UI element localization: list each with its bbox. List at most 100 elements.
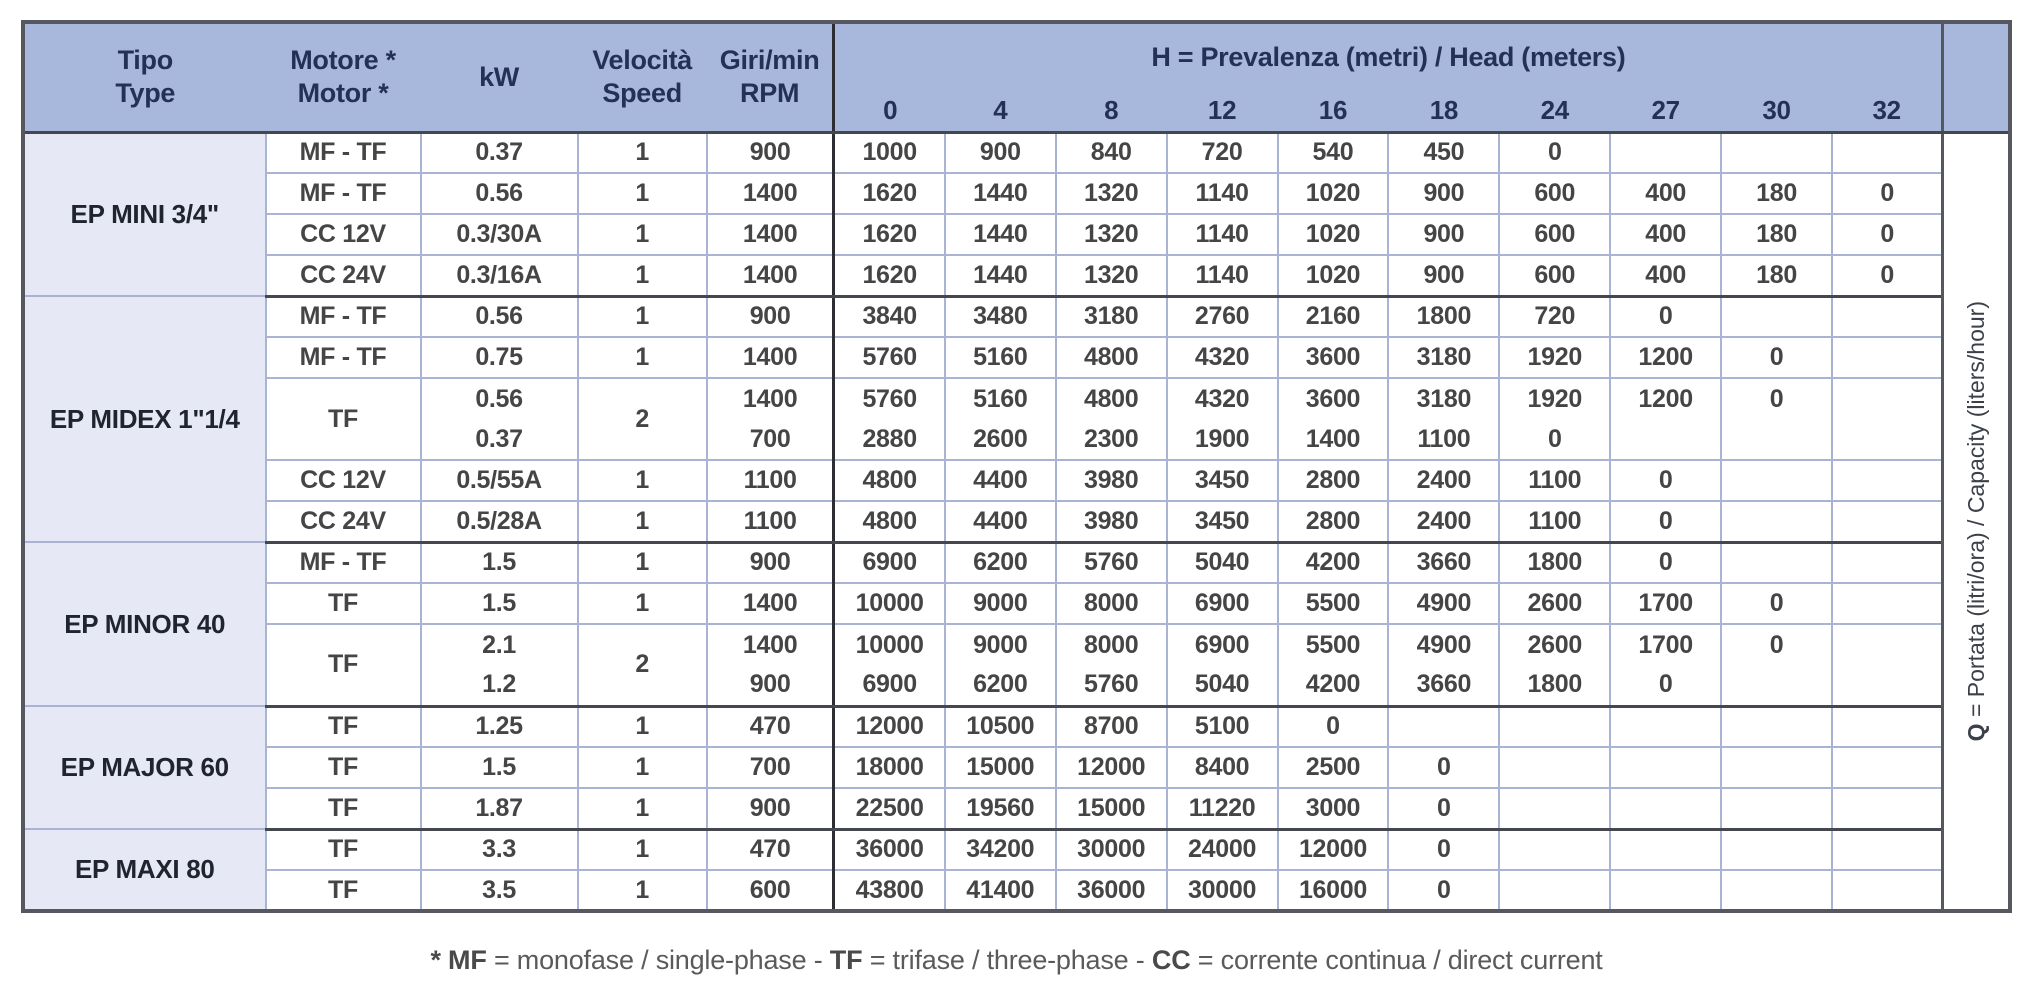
head-4-value: 900	[944, 132, 1057, 174]
head-col-12: 12	[1166, 90, 1278, 134]
footnote-text: = corrente continua / direct current	[1190, 945, 1603, 975]
head-16-value: 2800	[1277, 460, 1390, 502]
table-row: TF 1.5 1 700 18000 15000 12000 8400 2500 0	[23, 747, 2010, 789]
header-velocita-line1: Velocità	[592, 44, 692, 75]
footnote-abbr: * MF	[430, 945, 487, 975]
head-col-32: 32	[1831, 90, 1943, 134]
rpm-cell: 1400	[706, 378, 836, 419]
head-0-value: 12000	[833, 706, 946, 748]
head-12-value: 6900	[1166, 583, 1279, 625]
speed-cell: 1	[577, 173, 708, 215]
rpm-cell: 900	[706, 296, 836, 338]
head-27-value: 400	[1610, 255, 1723, 298]
head-24-value	[1499, 706, 1612, 748]
head-24-value: 720	[1499, 296, 1612, 338]
head-16-value: 16000	[1277, 870, 1390, 913]
head-32-value	[1831, 337, 1944, 379]
head-24-value: 0	[1499, 132, 1612, 174]
head-30-value	[1721, 132, 1833, 174]
head-30-value: 0	[1721, 583, 1833, 625]
head-0-value: 1000	[833, 132, 946, 174]
head-27-value	[1610, 747, 1723, 789]
head-24-value: 1920	[1499, 378, 1612, 419]
head-32-value	[1831, 747, 1944, 789]
head-27-value: 1700	[1610, 583, 1723, 625]
head-18-value: 900	[1388, 255, 1501, 298]
head-0-value: 36000	[833, 829, 946, 871]
head-18-value: 0	[1388, 788, 1501, 831]
rpm-cell: 470	[706, 829, 836, 871]
head-18-value: 1100	[1388, 419, 1501, 461]
head-12-value: 5040	[1166, 665, 1279, 708]
table-row: 0.37 700 2880 2600 2300 1900 1400 1100 0	[23, 419, 2010, 461]
head-col-0: 0	[833, 90, 945, 134]
head-0-value: 1620	[833, 173, 946, 215]
head-32-value: 0	[1831, 173, 1944, 215]
head-4-value: 2600	[944, 419, 1057, 461]
pump-spec-table: Tipo Type Motore * Motor * kW Velocità S…	[21, 20, 2012, 913]
table-row: CC 24V 0.3/16A 1 1400 1620 1440 1320 1140 1020 90…	[23, 255, 2010, 298]
table-row: MF - TF 0.56 1 1400 1620 1440 1320 1140 1020 900 6…	[23, 173, 2010, 215]
motor-cell: TF	[265, 870, 422, 913]
group-label: EP MAJOR 60	[23, 706, 267, 830]
head-16-value: 3600	[1277, 378, 1390, 419]
head-16-value: 1020	[1277, 214, 1390, 256]
head-0-value: 2880	[833, 419, 946, 461]
header-giri-line2: RPM	[740, 78, 800, 109]
head-8-value: 3980	[1055, 460, 1168, 502]
rpm-cell: 1100	[706, 501, 836, 544]
table-row: EP MINI 3/4" MF - TF 0.37 1 900 1000 900 840 720…	[23, 132, 2010, 911]
head-16-value: 1400	[1277, 419, 1390, 461]
header-motore-line1: Motore *	[290, 44, 396, 75]
rpm-cell: 900	[706, 788, 836, 831]
table-row: EP MIDEX 1"1/4 MF - TF 0.56 1 900 3840 3480 318…	[23, 296, 2010, 543]
rpm-cell: 700	[706, 747, 836, 789]
head-24-value: 1800	[1499, 542, 1612, 584]
head-4-value: 5160	[944, 378, 1057, 419]
motor-cell: TF	[265, 583, 422, 625]
head-col-16: 16	[1277, 90, 1389, 134]
table-body: EP MINI 3/4" MF - TF 0.37 1 900 1000 900 840 720…	[23, 132, 2010, 913]
head-8-value: 2300	[1055, 419, 1168, 461]
head-8-value: 840	[1055, 132, 1168, 174]
kw-cell: 1.87	[420, 788, 579, 831]
head-16-value: 2160	[1277, 296, 1390, 338]
speed-cell: 1	[577, 542, 708, 584]
head-8-value: 4800	[1055, 378, 1168, 419]
head-8-value: 8700	[1055, 706, 1168, 748]
head-4-value: 3480	[944, 296, 1057, 338]
table-row: 1.2 900 6900 6200 5760 5040 4200 3660 1800 0	[23, 665, 2010, 708]
head-12-value: 3450	[1166, 460, 1279, 502]
head-30-value	[1721, 706, 1833, 748]
head-values-row: 0 4 8 12 16 18 24 27 30 32	[23, 90, 2010, 134]
head-18-value: 4900	[1388, 624, 1501, 665]
head-4-value: 9000	[944, 624, 1057, 665]
head-0-value: 1620	[833, 255, 946, 298]
head-32-value	[1831, 788, 1944, 831]
motor-cell: MF - TF	[265, 296, 422, 338]
capacity-axis-rest: = Portata (litri/ora) / Capacity (liters…	[1962, 301, 1989, 724]
head-32-value	[1831, 501, 1944, 544]
head-16-value: 3600	[1277, 337, 1390, 379]
head-32-value	[1831, 378, 1944, 419]
head-0-value: 6900	[833, 665, 946, 708]
head-27-value: 0	[1610, 501, 1723, 544]
rpm-cell: 900	[706, 665, 836, 708]
head-30-value	[1721, 460, 1833, 502]
head-12-value: 30000	[1166, 870, 1279, 913]
head-24-value	[1499, 788, 1612, 831]
head-col-24: 24	[1499, 90, 1611, 134]
speed-cell: 2	[577, 624, 708, 708]
head-12-value: 11220	[1166, 788, 1279, 831]
head-8-value: 5760	[1055, 542, 1168, 584]
head-16-value: 2800	[1277, 501, 1390, 544]
motor-cell: MF - TF	[265, 337, 422, 379]
head-12-value: 6900	[1166, 624, 1279, 665]
capacity-axis-label: Q = Portata (litri/ora) / Capacity (lite…	[1941, 132, 2010, 911]
head-8-value: 8000	[1055, 583, 1168, 625]
kw-cell: 1.25	[420, 706, 579, 748]
head-12-value: 4320	[1166, 378, 1279, 419]
header-motore-line2: Motor *	[297, 78, 389, 109]
motor-cell: TF	[265, 829, 422, 871]
head-32-value	[1831, 706, 1944, 748]
